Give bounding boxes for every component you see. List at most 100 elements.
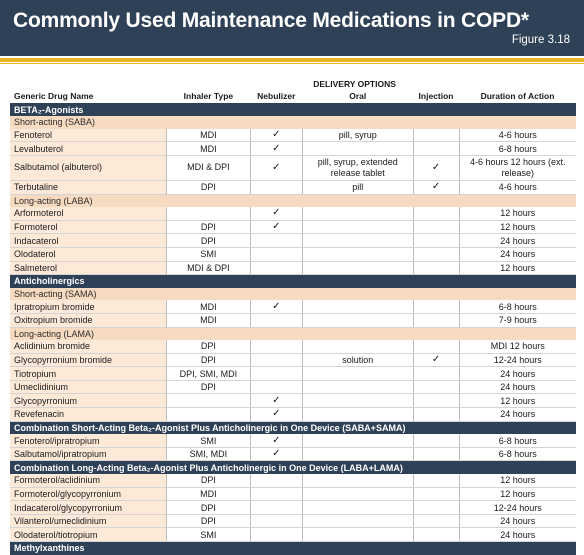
drug-name-cell: Olodaterol/tiotropium — [10, 527, 167, 542]
inhaler-type-cell: SMI — [166, 434, 251, 448]
drug-name-cell: Formoterol/glycopyrronium — [10, 487, 167, 502]
inhaler-type-cell: MDI & DPI — [166, 155, 251, 181]
subcategory-row: Long-acting (LAMA) — [10, 327, 576, 341]
col-generic-drug-name: Generic Drug Name — [10, 90, 167, 104]
injection-cell — [412, 500, 459, 515]
nebulizer-cell: ✓ — [249, 407, 303, 422]
oral-cell — [301, 247, 414, 262]
oral-cell — [301, 233, 414, 248]
nebulizer-cell — [249, 474, 303, 488]
subcategory-row: Long-acting (LABA) — [10, 194, 576, 208]
oral-cell — [301, 434, 414, 448]
inhaler-type-cell: DPI — [166, 353, 251, 368]
injection-cell — [412, 380, 459, 395]
duration-cell: 12 hours — [458, 393, 576, 409]
oral-cell — [301, 407, 414, 422]
drug-name-cell: Salmeterol — [10, 261, 167, 276]
injection-cell — [412, 340, 459, 354]
table-row: Arformoterol ✓ 12 hours — [10, 207, 576, 221]
table-row: Formoterol DPI ✓ 12 hours — [10, 220, 576, 235]
oral-cell — [301, 500, 414, 515]
category-row: Combination Long-Acting Beta₂-Agonist Pl… — [10, 460, 576, 475]
title-banner: Commonly Used Maintenance Medications in… — [0, 0, 584, 56]
table-row: Salmeterol MDI & DPI 12 hours — [10, 261, 576, 276]
oral-cell — [301, 514, 414, 529]
oral-cell — [301, 300, 414, 314]
duration-cell: 6-8 hours — [458, 434, 576, 448]
nebulizer-cell — [249, 500, 303, 515]
table-row: Olodaterol SMI 24 hours — [10, 247, 576, 262]
duration-cell: 4-6 hours 12 hours (ext. release) — [458, 155, 576, 181]
nebulizer-cell — [249, 487, 303, 502]
drug-name-cell: Umeclidinium — [10, 380, 167, 395]
duration-cell: 4-6 hours — [458, 180, 576, 195]
category-title: Methylxanthines — [10, 541, 576, 555]
injection-cell — [412, 233, 459, 248]
duration-cell: 7-9 hours — [458, 313, 576, 328]
table-row: Olodaterol/tiotropium SMI 24 hours — [10, 527, 576, 542]
inhaler-type-cell — [166, 207, 251, 221]
duration-cell: 24 hours — [458, 366, 576, 381]
injection-cell — [412, 447, 459, 462]
inhaler-type-cell: DPI — [166, 180, 251, 195]
nebulizer-cell: ✓ — [249, 128, 303, 143]
injection-cell: ✓ — [412, 155, 459, 181]
injection-cell — [412, 487, 459, 502]
table-row: Salbutamol (albuterol) MDI & DPI ✓ pill, sy… — [10, 155, 576, 181]
nebulizer-cell — [249, 514, 303, 529]
subcategory-title: Long-acting (LABA) — [10, 194, 576, 208]
duration-cell: 12-24 hours — [458, 353, 576, 368]
table-row: Levalbuterol MDI ✓ 6-8 hours — [10, 141, 576, 156]
duration-cell: 12-24 hours — [458, 500, 576, 515]
oral-cell — [301, 366, 414, 381]
duration-cell: 6-8 hours — [458, 141, 576, 156]
drug-name-cell: Fenoterol — [10, 128, 167, 143]
injection-cell — [412, 434, 459, 448]
category-title: Anticholinergics — [10, 274, 576, 288]
oral-cell — [301, 220, 414, 235]
gold-divider-thin — [0, 63, 584, 64]
duration-cell: 12 hours — [458, 220, 576, 235]
nebulizer-cell: ✓ — [249, 220, 303, 235]
subcategory-title: Short-acting (SABA) — [10, 116, 576, 129]
drug-name-cell: Salbutamol (albuterol) — [10, 155, 167, 181]
drug-name-cell: Glycopyrronium — [10, 393, 167, 409]
inhaler-type-cell: MDI — [166, 300, 251, 314]
inhaler-type-cell: MDI — [166, 141, 251, 156]
inhaler-type-cell — [166, 407, 251, 422]
table-row: Glycopyrronium bromide DPI solution ✓ 12-24 … — [10, 353, 576, 368]
inhaler-type-cell: SMI — [166, 527, 251, 542]
table-row: Formoterol/glycopyrronium MDI 12 hours — [10, 487, 576, 502]
injection-cell — [412, 407, 459, 422]
duration-cell: 24 hours — [458, 380, 576, 395]
duration-cell: 6-8 hours — [458, 300, 576, 314]
category-title: Combination Long-Acting Beta₂-Agonist Pl… — [10, 460, 576, 475]
col-oral: Oral — [302, 90, 414, 104]
duration-cell: 24 hours — [458, 407, 576, 422]
oral-cell — [301, 340, 414, 354]
table-row: Vilanterol/umeclidinium DPI 24 hours — [10, 514, 576, 529]
col-nebulizer: Nebulizer — [250, 90, 303, 104]
oral-cell — [301, 447, 414, 462]
table-row: Fenoterol/ipratropium SMI ✓ 6-8 hours — [10, 434, 576, 448]
inhaler-type-cell: MDI — [166, 313, 251, 328]
nebulizer-cell — [249, 340, 303, 354]
delivery-options-header: DELIVERY OPTIONS — [313, 79, 396, 89]
drug-name-cell: Indacaterol/glycopyrronium — [10, 500, 167, 515]
nebulizer-cell: ✓ — [249, 155, 303, 181]
injection-cell — [412, 220, 459, 235]
table-row: Umeclidinium DPI 24 hours — [10, 380, 576, 395]
table-row: Aclidinium bromide DPI MDI 12 hours — [10, 340, 576, 354]
injection-cell — [412, 128, 459, 143]
injection-cell: ✓ — [412, 180, 459, 195]
table-row: Ipratropium bromide MDI ✓ 6-8 hours — [10, 300, 576, 314]
drug-name-cell: Glycopyrronium bromide — [10, 353, 167, 368]
table-row: Terbutaline DPI pill ✓ 4-6 hours — [10, 180, 576, 195]
duration-cell: MDI 12 hours — [458, 340, 576, 354]
category-row: Methylxanthines — [10, 541, 576, 555]
inhaler-type-cell: DPI — [166, 474, 251, 488]
table-row: Tiotropium DPI, SMI, MDI 24 hours — [10, 366, 576, 381]
inhaler-type-cell: DPI — [166, 500, 251, 515]
injection-cell — [412, 474, 459, 488]
medications-table: DELIVERY OPTIONS Generic Drug Name Inhal… — [10, 78, 576, 555]
